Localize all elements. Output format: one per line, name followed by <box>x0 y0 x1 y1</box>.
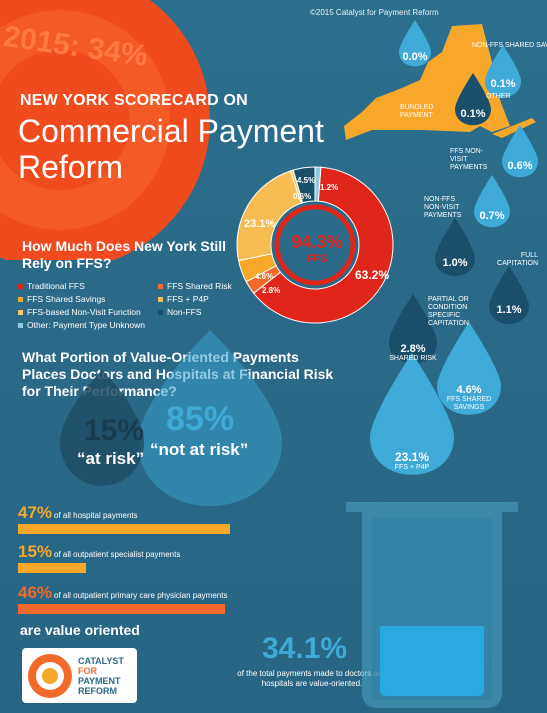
drop-shape-9 <box>370 353 454 475</box>
donut-center-value: 94.3% <box>291 232 343 252</box>
slice-label-risk: 2.8% <box>262 286 281 295</box>
drop-full-cap-label: FULL CAPITATION <box>497 252 538 267</box>
drop-ffs-p4p-label: FFS + P4P <box>394 464 430 471</box>
decorative-circles <box>0 0 210 260</box>
bar-row-hospital: 47% of all hospital payments <box>18 503 138 523</box>
drop-ffs-p4p: 23.1% FFS + P4P <box>372 450 452 472</box>
drop-shared-risk: 2.8% SHARED RISK <box>389 343 437 363</box>
page-title: Commercial Payment Reform <box>18 113 324 185</box>
legend-swatch <box>18 284 23 290</box>
drop-ffs-p4p-value: 23.1% <box>394 450 430 464</box>
bar-specialist <box>18 563 86 573</box>
legend-swatch <box>158 297 163 303</box>
title-small: NEW YORK SCORECARD ON <box>20 92 248 109</box>
legend-swatch <box>158 284 163 290</box>
total-value: 34.1% <box>262 632 348 665</box>
legend-swatch <box>18 310 23 316</box>
legend-item-traditional: Traditional FFS <box>18 281 85 291</box>
legend-item-other: Other: Payment Type Unknown <box>18 320 145 330</box>
drop-shared-risk-value: 2.8% <box>400 343 426 355</box>
legend-item-nonffs: Non-FFS <box>158 307 201 317</box>
copyright-text: ©2015 Catalyst for Payment Reform <box>310 8 439 17</box>
logo-seal-icon <box>28 654 72 698</box>
bar-text: of all outpatient specialist payments <box>54 550 181 559</box>
legend-item-shared-savings: FFS Shared Savings <box>18 294 105 304</box>
bar-value: 15% <box>18 542 53 561</box>
drop-ffs-nonvisit-label: FFS NON-VISIT PAYMENTS <box>450 148 488 171</box>
bar-primary <box>18 604 225 614</box>
drop-shape-1 <box>485 45 521 98</box>
legend-item-shared-risk: FFS Shared Risk <box>158 281 232 291</box>
donut-slice-0 <box>252 166 394 324</box>
drop-shape-7 <box>389 294 437 364</box>
bar-row-specialist: 15% of all outpatient specialist payments <box>18 542 180 562</box>
drop-shape-0 <box>399 20 431 67</box>
drop-full-cap-value: 1.0% <box>442 257 468 269</box>
ffs-donut-chart <box>236 166 394 324</box>
drop-nonffs-shared-savings-label: NON-FFS SHARED SAVINGS <box>472 42 547 49</box>
legend-item-p4p: FFS + P4P <box>158 294 209 304</box>
drop-bundled-value: 0.1% <box>460 108 486 120</box>
drop-shape-6 <box>489 266 529 324</box>
drop-shape-4 <box>474 175 510 228</box>
logo: CATALYST FOR PAYMENT REFORM <box>22 648 137 703</box>
donut-slice-6 <box>314 166 322 202</box>
donut-center: 94.3% FFS <box>282 232 352 265</box>
bar-text: of all hospital payments <box>54 511 138 520</box>
donut-center-label: FFS <box>306 253 328 265</box>
slice-label-p4p: 23.1% <box>244 218 276 230</box>
drop-shape-8 <box>437 322 501 415</box>
slice-label-savings: 4.6% <box>255 272 274 281</box>
drop-nonffs-shared-savings-value: 0.0% <box>402 51 428 63</box>
question-ffs: How Much Does New York Still Rely on FFS… <box>22 238 227 271</box>
drop-partial-cap-value: 1.1% <box>496 304 522 316</box>
legend-item-nonvisit: FFS-based Non-Visit Function <box>18 307 141 317</box>
value-oriented-text: are value oriented <box>20 622 140 638</box>
beaker-icon <box>346 502 518 708</box>
drop-ffs-nonvisit-value: 0.6% <box>507 160 533 172</box>
bar-row-primary: 46% of all outpatient primary care physic… <box>18 583 227 603</box>
total-text: of the total payments made to doctors an… <box>237 669 387 688</box>
slice-label-nonvisit: 0.6% <box>293 192 312 201</box>
bar-value: 46% <box>18 583 53 602</box>
drop-nonffs-nonvisit-value: 0.7% <box>479 210 505 222</box>
drop-shape-5 <box>435 218 475 276</box>
drop-shape-2 <box>455 73 491 126</box>
bar-hospital <box>18 524 230 534</box>
not-at-risk-label: “not at risk” <box>150 440 249 459</box>
drop-shape-3 <box>502 125 538 178</box>
drop-partial-cap-label: PARTIAL OR CONDITION SPECIFIC CAPITATION <box>428 296 469 327</box>
bar-value: 47% <box>18 503 53 522</box>
slice-label-traditional: 63.2% <box>355 268 390 282</box>
at-risk-label: “at risk” <box>77 449 145 468</box>
drop-nonffs-nonvisit-label: NON-FFS NON-VISIT PAYMENTS <box>424 196 462 219</box>
slice-label-other: 1.2% <box>320 183 339 192</box>
legend-swatch <box>18 323 23 329</box>
drop-bundled-label: BUNDLED PAYMENT <box>400 104 434 119</box>
legend-swatch <box>18 297 23 303</box>
not-at-risk-value: 85% <box>166 400 235 438</box>
bar-text: of all outpatient primary care physician… <box>54 591 228 600</box>
risk-drops <box>60 330 282 506</box>
drop-other-value: 0.1% <box>490 78 516 90</box>
at-risk-value: 15% <box>84 414 145 447</box>
donut-inner-ring <box>274 204 356 286</box>
legend-swatch <box>158 310 163 316</box>
drop-ffs-shared-savings-label: FFS SHARED SAVINGS <box>446 396 492 411</box>
logo-text: CATALYST FOR PAYMENT REFORM <box>78 656 124 696</box>
drop-ffs-shared-savings: 4.6% FFS SHARED SAVINGS <box>434 384 504 412</box>
drop-shared-risk-label: SHARED RISK <box>389 355 437 362</box>
drop-other-label: OTHER <box>486 93 511 100</box>
slice-label-nonffs: 4.5% <box>297 176 316 185</box>
drop-ffs-shared-savings-value: 4.6% <box>456 384 482 396</box>
